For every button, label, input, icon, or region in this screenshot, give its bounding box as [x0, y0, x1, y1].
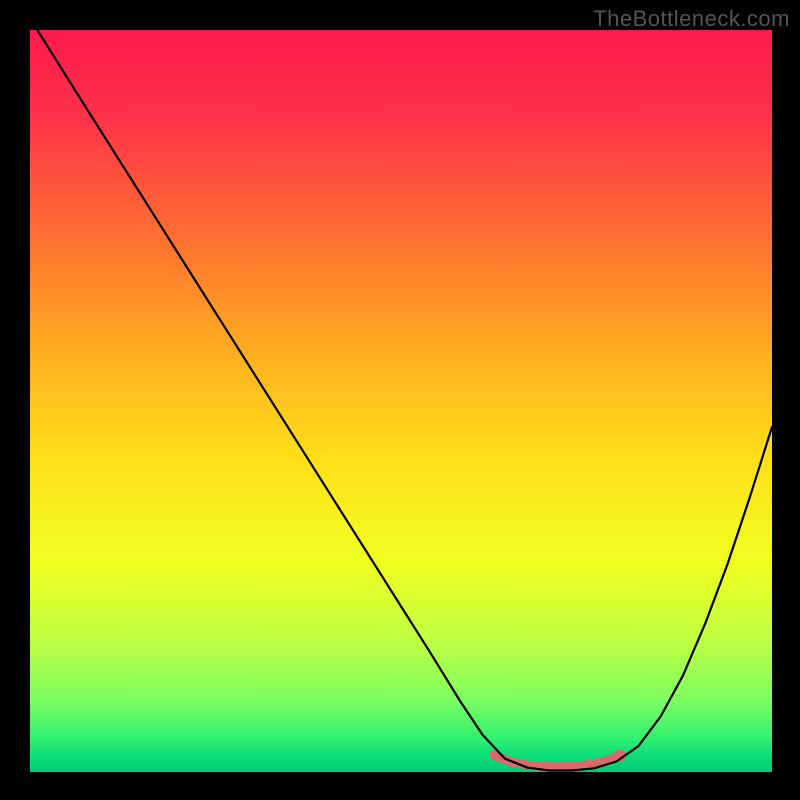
bottom-band — [30, 746, 772, 751]
bottom-band — [30, 762, 772, 767]
gradient-background — [30, 30, 772, 772]
bottom-band — [30, 767, 772, 772]
bottom-band — [30, 741, 772, 746]
bottom-band — [30, 751, 772, 756]
bottom-band — [30, 756, 772, 761]
watermark-text: TheBottleneck.com — [593, 6, 790, 32]
chart-container: TheBottleneck.com — [0, 0, 800, 800]
bottleneck-curve-chart — [30, 30, 772, 772]
